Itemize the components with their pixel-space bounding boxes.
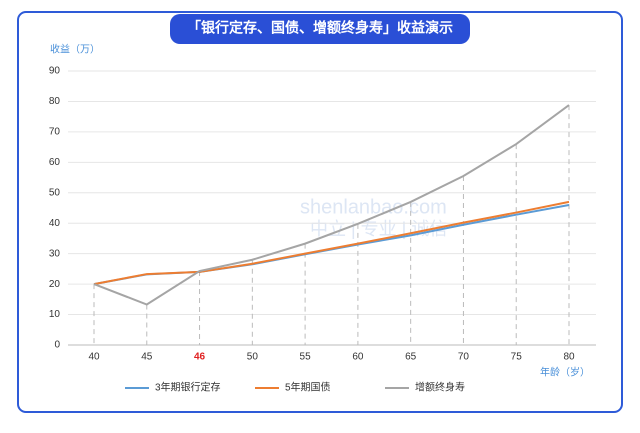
y-tick-label: 70 <box>49 127 61 138</box>
x-tick-label: 46 <box>194 352 206 363</box>
y-tick-label: 0 <box>54 340 60 351</box>
chart-title: 「银行定存、国债、增额终身寿」收益演示 <box>187 20 453 36</box>
x-axis-label: 年龄（岁） <box>540 366 590 379</box>
y-tick-label: 90 <box>49 66 61 77</box>
x-tick-label: 70 <box>458 352 470 363</box>
watermark: 中立 | 专业 | 诚信 <box>310 219 447 239</box>
title-bg <box>170 14 470 44</box>
y-tick-label: 20 <box>49 279 61 290</box>
legend-label: 3年期银行定存 <box>155 381 221 394</box>
x-tick-label: 75 <box>511 352 523 363</box>
x-tick-label: 80 <box>563 352 575 363</box>
y-tick-label: 10 <box>49 309 61 320</box>
series-line <box>93 104 570 306</box>
legend-label: 增额终身寿 <box>415 381 465 394</box>
series-line <box>93 200 570 286</box>
y-tick-label: 60 <box>49 157 61 168</box>
legend-label: 5年期国债 <box>285 381 331 394</box>
y-tick-label: 40 <box>49 218 61 229</box>
frame <box>17 11 623 413</box>
x-tick-label: 60 <box>352 352 364 363</box>
x-tick-label: 45 <box>141 352 153 363</box>
y-axis-label: 收益（万） <box>50 43 100 56</box>
watermark: shenlanbao.com <box>300 196 447 218</box>
y-tick-label: 80 <box>49 96 61 107</box>
y-tick-label: 50 <box>49 187 61 198</box>
x-tick-label: 55 <box>300 352 312 363</box>
x-tick-label: 50 <box>247 352 259 363</box>
x-tick-label: 40 <box>88 352 100 363</box>
y-tick-label: 30 <box>49 248 61 259</box>
x-tick-label: 65 <box>405 352 417 363</box>
